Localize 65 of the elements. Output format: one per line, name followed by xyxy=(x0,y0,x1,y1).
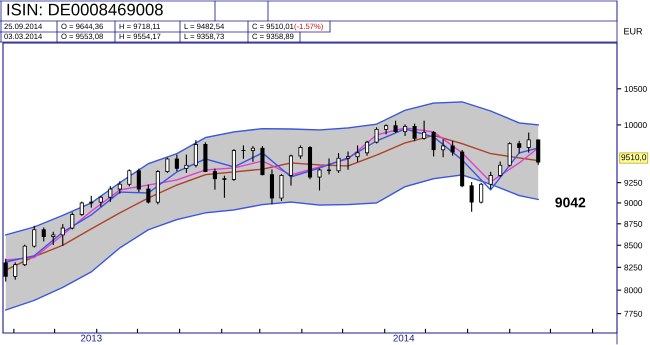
candlestick xyxy=(517,140,522,154)
candlestick xyxy=(298,145,303,159)
candlestick xyxy=(80,202,84,216)
candlestick xyxy=(51,232,56,245)
candlestick xyxy=(403,124,408,136)
candlestick xyxy=(394,120,398,133)
candlestick xyxy=(374,127,379,144)
candlestick xyxy=(127,169,132,186)
candlestick xyxy=(212,168,217,190)
candlestick xyxy=(355,145,360,162)
candlestick xyxy=(60,224,65,246)
candlestick xyxy=(508,142,512,167)
candlestick xyxy=(441,139,446,158)
candlestick xyxy=(498,162,502,177)
candlestick xyxy=(488,172,493,189)
y-tick-label: 8000 xyxy=(624,287,642,294)
candlestick xyxy=(250,146,255,162)
y-tick-label: 9250 xyxy=(624,180,642,186)
candlestick xyxy=(89,196,94,208)
candlestick xyxy=(146,184,150,204)
candlestick xyxy=(70,212,74,230)
candlestick xyxy=(118,181,122,194)
candlestick xyxy=(365,140,370,156)
candlestick xyxy=(22,244,27,266)
y-tick-label: 9000 xyxy=(624,200,642,206)
candlestick xyxy=(13,262,18,280)
text: 9510,0 xyxy=(621,154,646,162)
y-tick-label: 8500 xyxy=(624,242,642,248)
candlestick xyxy=(317,168,322,190)
candlestick xyxy=(165,158,170,173)
line-series xyxy=(5,101,539,236)
candlestick xyxy=(270,169,274,204)
candlestick xyxy=(450,140,455,156)
candlestick xyxy=(536,139,540,165)
candlestick xyxy=(288,154,294,186)
y-tick-label: 8250 xyxy=(624,264,642,270)
x-tick-label: 2014 xyxy=(393,334,414,342)
candlestick xyxy=(422,120,426,140)
candlestick xyxy=(336,153,341,173)
annotation: 9042 xyxy=(555,198,586,208)
candlestick xyxy=(526,132,531,153)
y-tick-label: 10500 xyxy=(624,86,647,92)
y-tick-label: 7750 xyxy=(624,310,642,317)
candlestick xyxy=(222,176,226,198)
y-tick-label: 10000 xyxy=(624,122,647,128)
candlestick xyxy=(326,158,332,174)
candlestick xyxy=(184,154,188,173)
candlestick xyxy=(32,226,36,248)
candlestick xyxy=(108,186,112,202)
candlestick xyxy=(241,145,246,159)
candlestick xyxy=(98,196,103,207)
candlestick xyxy=(432,131,436,156)
candlestick xyxy=(174,154,179,172)
candlestick xyxy=(4,258,8,282)
candlestick xyxy=(470,182,474,212)
y-axis-title: EUR xyxy=(624,28,642,34)
candlestick xyxy=(412,124,417,142)
x-tick-label: 2013 xyxy=(80,334,102,342)
candlestick xyxy=(194,140,198,168)
chart-title: ISIN: DE0008469008 xyxy=(8,4,163,16)
candlestick xyxy=(136,168,141,192)
candlestick xyxy=(42,227,46,242)
candlestick xyxy=(479,182,484,204)
candlestick xyxy=(279,174,284,202)
y-tick-label: 8750 xyxy=(624,220,642,227)
